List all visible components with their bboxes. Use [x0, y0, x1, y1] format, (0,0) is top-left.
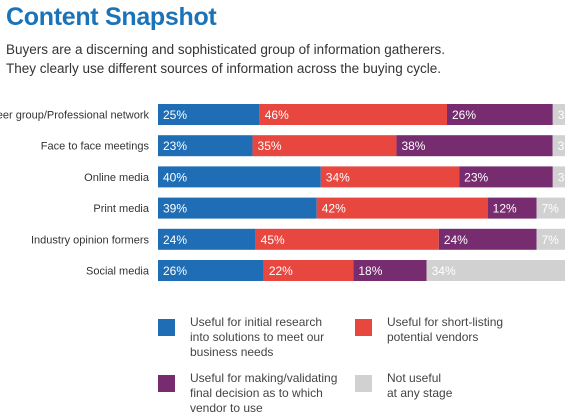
bar-value-label: 40%: [163, 170, 187, 184]
bar-value-label: 7%: [542, 233, 560, 247]
bar-segment: [487, 197, 537, 219]
bar-segment: [396, 135, 553, 157]
bar-value-label: 23%: [464, 170, 488, 184]
category-label: Peer group/Professional network: [0, 110, 149, 122]
legend-label: Not useful at any stage: [387, 371, 453, 400]
bar-segment: [255, 228, 439, 250]
bar-value-label: 22%: [269, 264, 293, 278]
bar-segment: [158, 197, 317, 219]
bar-value-label: 45%: [261, 233, 285, 247]
bar-segment: [536, 197, 565, 219]
category-label: Social media: [86, 266, 150, 278]
bar-value-label: 24%: [163, 233, 187, 247]
legend-swatch: [158, 375, 175, 392]
bar-segment: [552, 166, 565, 188]
bar-value-label: 3%: [558, 139, 570, 153]
bar-segment: [263, 260, 354, 281]
bar-value-label: 26%: [452, 108, 476, 122]
legend-swatch: [355, 319, 372, 336]
bar-value-label: 24%: [444, 233, 468, 247]
bar-segment: [446, 104, 553, 125]
category-label: Online media: [84, 172, 150, 184]
bar-value-label: 34%: [432, 264, 456, 278]
page-subtitle: Buyers are a discerning and sophisticate…: [6, 40, 566, 78]
bar-segment: [552, 135, 565, 157]
bar-value-label: 39%: [163, 202, 187, 216]
bar-segment: [252, 135, 397, 157]
bar-value-label: 38%: [401, 139, 425, 153]
bar-segment: [320, 166, 460, 188]
bar-value-label: 23%: [163, 139, 187, 153]
bar-value-label: 25%: [163, 108, 187, 122]
subtitle-line-1: Buyers are a discerning and sophisticate…: [6, 42, 446, 57]
bar-value-label: 42%: [322, 202, 346, 216]
legend-label: Useful for initial research into solutio…: [190, 315, 325, 359]
category-label: Print media: [93, 203, 150, 215]
page-title: Content Snapshot: [6, 3, 217, 31]
bar-segment: [316, 197, 488, 219]
bar-segment: [158, 260, 264, 281]
bar-value-label: 12%: [493, 202, 517, 216]
bar-value-label: 34%: [326, 170, 350, 184]
bar-segment: [552, 104, 565, 125]
legend-swatch: [355, 375, 372, 392]
bar-segment: [158, 104, 260, 125]
bar-value-label: 35%: [258, 139, 282, 153]
subtitle-line-2: They clearly use different sources of in…: [6, 61, 441, 76]
bar-value-label: 26%: [163, 264, 187, 278]
bar-segment: [459, 166, 553, 188]
bar-segment: [426, 260, 565, 281]
bar-value-label: 46%: [265, 108, 289, 122]
bar-segment: [536, 228, 565, 250]
bar-segment: [353, 260, 427, 281]
bar-segment: [158, 166, 321, 188]
bar-segment: [438, 228, 537, 250]
bar-segment: [259, 104, 447, 125]
stacked-bar-chart: Peer group/Professional network 25% 46% 26%…: [0, 104, 570, 281]
bar-value-label: 3%: [558, 170, 570, 184]
bar-segment: [158, 228, 256, 250]
bar-value-label: 7%: [542, 202, 560, 216]
bar-value-label: 18%: [358, 264, 382, 278]
bar-value-label: 3%: [558, 108, 570, 122]
legend-swatch: [158, 319, 175, 336]
category-label: Face to face meetings: [41, 141, 150, 153]
bar-segment: [158, 135, 253, 157]
legend-label: Useful for making/validating final decis…: [190, 371, 338, 415]
category-label: Industry opinion formers: [31, 234, 149, 246]
legend-label: Useful for short-listing potential vendo…: [387, 315, 504, 344]
